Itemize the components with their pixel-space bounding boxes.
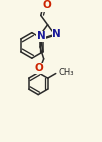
Text: N: N <box>37 31 45 41</box>
Text: CH₃: CH₃ <box>58 68 74 77</box>
Text: O: O <box>42 0 51 10</box>
Text: N: N <box>52 29 61 39</box>
Text: O: O <box>35 63 43 73</box>
